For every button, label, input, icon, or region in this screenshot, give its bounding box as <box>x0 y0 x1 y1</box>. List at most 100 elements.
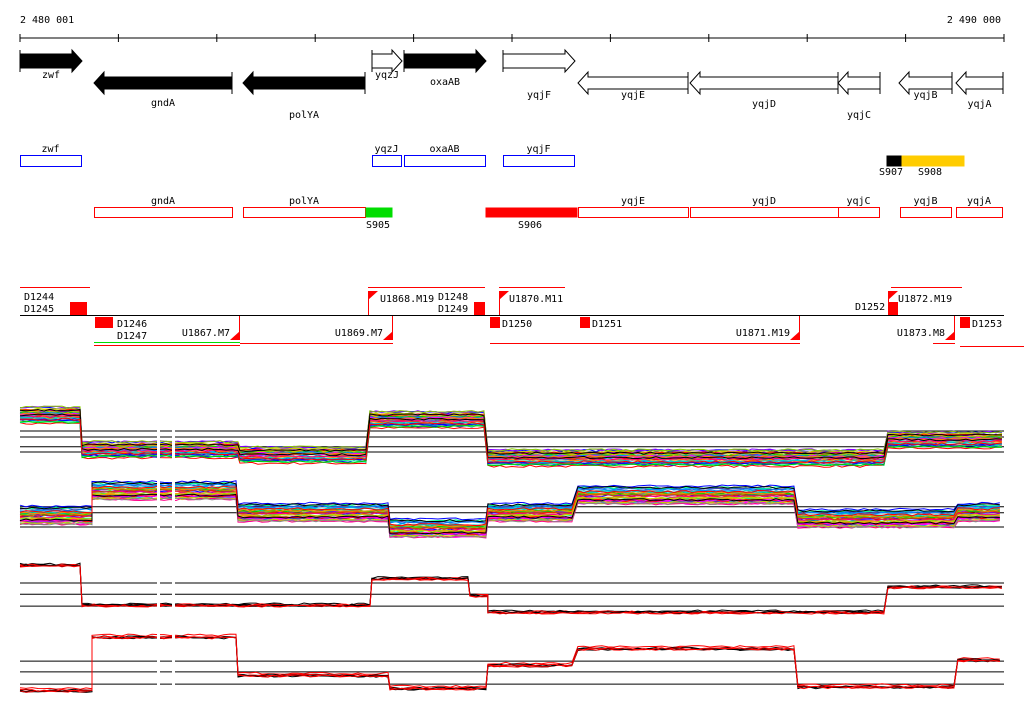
gene-label: gndA <box>151 98 175 109</box>
terminator-box[interactable] <box>580 317 590 328</box>
terminator-box[interactable] <box>70 302 87 315</box>
expression-line <box>19 493 1000 535</box>
up-regulated-box[interactable] <box>372 155 402 167</box>
ruler-start-label: 2 480 001 <box>20 15 74 26</box>
feature-S908[interactable] <box>901 155 965 167</box>
data-gap <box>157 547 160 623</box>
data-gap <box>172 547 175 623</box>
data-gap <box>172 462 175 543</box>
gene-label: yqjB <box>913 90 937 101</box>
down-regulated-box[interactable] <box>578 207 689 218</box>
expression-line <box>19 479 1000 521</box>
expression-line <box>19 491 1000 533</box>
annotation-label[interactable]: D1247 <box>117 331 147 342</box>
gene-yqjE[interactable]: yqjE <box>577 70 689 101</box>
expression-line <box>19 563 1002 614</box>
gene-yqjB[interactable]: yqjB <box>898 70 953 101</box>
annotation-label[interactable]: D1246 <box>117 319 147 330</box>
expression-panel-conditions-strand-plus <box>19 387 1004 468</box>
gene-yqzJ[interactable]: yqzJ <box>371 48 403 81</box>
up-regulated-box[interactable] <box>503 155 575 167</box>
promoter-flag-icon <box>499 291 509 300</box>
regulation-tracks: zwf yqzJ oxaAB yqjF S907 S908 gndA polYA yqjE yqj… <box>20 144 1003 231</box>
expression-line <box>19 405 1002 452</box>
reverse-gene-arrow[interactable] <box>242 70 366 96</box>
gene-zwf[interactable]: zwf <box>19 48 83 81</box>
annotation-label[interactable]: U1872.M19 <box>898 294 952 305</box>
reverse-gene-arrow[interactable] <box>689 70 839 96</box>
expression-panel-conditions-strand-minus <box>19 462 1004 543</box>
promoter-flag-icon <box>790 331 800 340</box>
down-regulated-box[interactable] <box>838 207 880 218</box>
ruler-end-label: 2 490 000 <box>947 15 1001 26</box>
down-regulated-label: gndA <box>151 196 175 207</box>
reverse-gene-arrow[interactable] <box>93 70 233 96</box>
reverse-gene-arrow[interactable] <box>898 70 953 96</box>
down-regulated-box[interactable] <box>94 207 233 218</box>
down-regulated-label: polYA <box>289 196 319 207</box>
expression-line <box>19 415 1002 462</box>
data-gap <box>157 462 160 543</box>
annotation-label[interactable]: D1249 <box>438 304 468 315</box>
expression-line <box>19 408 1002 455</box>
gene-label: polYA <box>289 110 319 121</box>
expression-line <box>19 635 1000 692</box>
annotation-label[interactable]: D1245 <box>24 304 54 315</box>
terminator-box[interactable] <box>490 317 500 328</box>
forward-gene-arrow[interactable] <box>403 48 487 74</box>
terminator-box[interactable] <box>960 317 970 328</box>
terminator-box[interactable] <box>95 317 113 328</box>
annotation-label[interactable]: D1253 <box>972 319 1002 330</box>
up-regulated-box[interactable] <box>404 155 486 167</box>
down-regulated-box[interactable] <box>900 207 952 218</box>
terminator-box[interactable] <box>474 302 485 315</box>
expression-line <box>19 422 1002 468</box>
down-regulated-box[interactable] <box>956 207 1003 218</box>
annotation-label[interactable]: D1244 <box>24 292 54 303</box>
reverse-gene-arrow[interactable] <box>955 70 1004 96</box>
gene-gndA[interactable]: gndA <box>93 70 233 109</box>
reverse-gene-arrow[interactable] <box>837 70 881 96</box>
promoter-flag-icon <box>888 291 898 300</box>
feature-S907[interactable] <box>886 155 902 167</box>
annotation-label[interactable]: U1867.M7 <box>182 328 230 339</box>
gene-label: yqjA <box>967 99 991 110</box>
expression-line <box>19 564 1002 615</box>
gene-yqjD[interactable]: yqjD <box>689 70 839 110</box>
expression-line <box>19 564 1003 615</box>
annotation-label[interactable]: U1868.M19 <box>380 294 434 305</box>
up-regulated-label: zwf <box>41 144 59 155</box>
terminator-box[interactable] <box>888 302 898 315</box>
annotation-label[interactable]: U1873.M8 <box>897 328 945 339</box>
annotation-label[interactable]: D1248 <box>438 292 468 303</box>
data-gap <box>172 387 175 468</box>
annotation-label[interactable]: U1871.M19 <box>736 328 790 339</box>
down-regulated-box[interactable] <box>243 207 366 218</box>
gene-yqjF[interactable]: yqjF <box>502 48 576 101</box>
forward-gene-arrow[interactable] <box>371 48 403 74</box>
annotation-label[interactable]: U1870.M11 <box>509 294 563 305</box>
down-regulated-box[interactable] <box>690 207 839 218</box>
forward-gene-arrow[interactable] <box>19 48 83 74</box>
gene-yqjA[interactable]: yqjA <box>955 70 1004 110</box>
data-gap <box>172 620 175 698</box>
annotation-label[interactable]: D1251 <box>592 319 622 330</box>
ruler-ticks <box>19 34 1005 42</box>
annotation-label[interactable]: D1252 <box>855 302 885 313</box>
annotation-label[interactable]: D1250 <box>502 319 532 330</box>
gene-oxaAB[interactable]: oxaAB <box>403 48 487 88</box>
annotation-label[interactable]: U1869.M7 <box>335 328 383 339</box>
promoter-flag-icon <box>230 331 240 340</box>
expression-line <box>19 633 1000 690</box>
up-regulated-box[interactable] <box>20 155 82 167</box>
down-regulated-label: yqjE <box>621 196 645 207</box>
reverse-gene-arrow[interactable] <box>577 70 689 96</box>
feature-S906[interactable] <box>485 207 578 218</box>
feature-S905[interactable] <box>365 207 393 218</box>
down-regulated-label: yqjD <box>752 196 776 207</box>
forward-gene-arrow[interactable] <box>502 48 576 74</box>
gene-yqjC[interactable]: yqjC <box>837 70 881 121</box>
gene-polYA[interactable]: polYA <box>242 70 366 121</box>
